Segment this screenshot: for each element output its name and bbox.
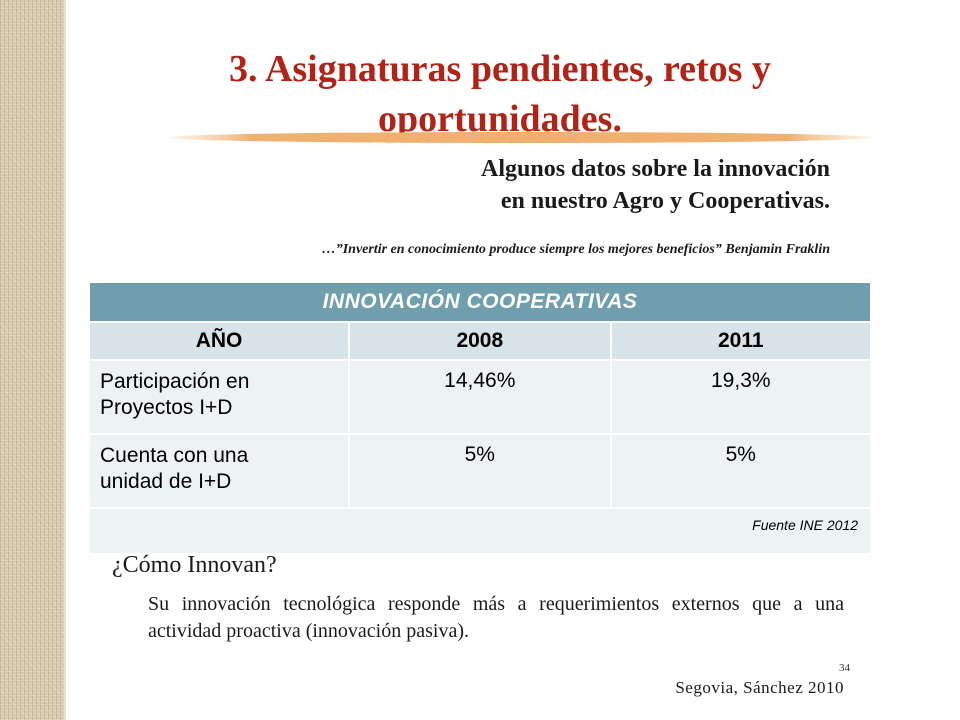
innovation-table: INNOVACIÓN COOPERATIVAS AÑO 2008 2011 Pa… <box>87 281 873 555</box>
cell-value-2008: 14,46% <box>348 359 612 435</box>
column-header-2011: 2011 <box>609 321 873 361</box>
row-label-line2: Proyectos I+D <box>100 396 233 419</box>
table-header: INNOVACIÓN COOPERATIVAS <box>88 281 872 323</box>
innovation-heading: ¿Cómo Innovan? <box>112 552 277 578</box>
subtitle-line2: en nuestro Agro y Cooperativas. <box>500 188 830 214</box>
title-underline-decoration <box>168 132 872 143</box>
row-label-line1: Participación en <box>100 370 250 393</box>
table-row: Participación en Proyectos I+D 14,46% 19… <box>87 359 873 435</box>
innovation-body-text: Su innovación tecnológica responde más a… <box>148 593 844 642</box>
column-header-2008: 2008 <box>348 321 612 361</box>
table-row: Cuenta con una unidad de I+D 5% 5% <box>87 433 873 509</box>
side-divider <box>64 0 66 720</box>
franklin-quote: …”Invertir en conocimiento produce siemp… <box>321 242 830 257</box>
slide-title-line1: 3. Asignaturas pendientes, retos y <box>229 48 771 90</box>
row-label-line1: Cuenta con una <box>100 444 249 467</box>
cell-value-2011: 5% <box>609 433 873 509</box>
slide-subtitle: Algunos datos sobre la innovación en nue… <box>300 153 830 217</box>
side-texture-decoration <box>0 0 64 720</box>
table-source-note: Fuente INE 2012 <box>88 507 872 555</box>
citation: Segovia, Sánchez 2010 <box>675 678 844 697</box>
row-label-line2: unidad de I+D <box>100 470 232 493</box>
table-column-headers: AÑO 2008 2011 <box>87 321 873 361</box>
row-label: Cuenta con una unidad de I+D <box>87 433 351 509</box>
row-label: Participación en Proyectos I+D <box>87 359 351 435</box>
cell-value-2011: 19,3% <box>609 359 873 435</box>
column-header-year: AÑO <box>87 321 351 361</box>
slide-title: 3. Asignaturas pendientes, retos y oport… <box>130 44 870 144</box>
subtitle-line1: Algunos datos sobre la innovación <box>481 156 830 182</box>
cell-value-2008: 5% <box>348 433 612 509</box>
page-number: 34 <box>839 662 850 674</box>
